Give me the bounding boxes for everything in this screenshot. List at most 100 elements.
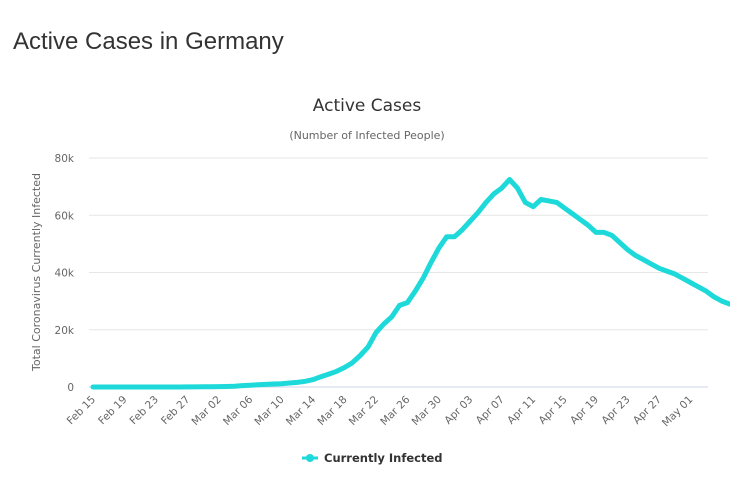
series-layer [90, 177, 730, 390]
chart-subtitle: (Number of Infected People) [289, 129, 444, 142]
data-point[interactable] [326, 371, 332, 377]
x-tick-label: Apr 11 [505, 394, 538, 427]
data-point[interactable] [232, 383, 238, 389]
data-point[interactable] [585, 222, 591, 228]
data-point[interactable] [106, 384, 112, 390]
data-point[interactable] [247, 382, 253, 388]
x-tick-label: Apr 15 [537, 394, 570, 427]
data-point[interactable] [349, 360, 355, 366]
data-point[interactable] [711, 294, 717, 300]
data-point[interactable] [177, 384, 183, 390]
data-point[interactable] [687, 280, 693, 286]
data-point[interactable] [491, 191, 497, 197]
data-point[interactable] [719, 298, 725, 304]
data-point[interactable] [648, 261, 654, 267]
data-point[interactable] [672, 271, 678, 277]
data-point[interactable] [98, 384, 104, 390]
data-point[interactable] [507, 177, 513, 183]
data-point[interactable] [522, 199, 528, 205]
data-point[interactable] [184, 384, 190, 390]
data-point[interactable] [224, 384, 230, 390]
data-point[interactable] [294, 379, 300, 385]
data-point[interactable] [546, 198, 552, 204]
data-point[interactable] [271, 381, 277, 387]
data-point[interactable] [334, 368, 340, 374]
data-point[interactable] [420, 275, 426, 281]
data-point[interactable] [129, 384, 135, 390]
x-tick-label: Feb 15 [65, 394, 98, 427]
data-point[interactable] [656, 265, 662, 271]
data-point[interactable] [554, 199, 560, 205]
data-point[interactable] [239, 383, 245, 389]
data-point[interactable] [428, 260, 434, 266]
data-point[interactable] [538, 197, 544, 203]
data-point[interactable] [617, 239, 623, 245]
legend[interactable]: Currently Infected [302, 451, 443, 465]
data-point[interactable] [475, 209, 481, 215]
data-point[interactable] [255, 382, 261, 388]
data-point[interactable] [302, 378, 308, 384]
data-point[interactable] [640, 257, 646, 263]
data-point[interactable] [562, 205, 568, 211]
data-point[interactable] [452, 234, 458, 240]
data-point[interactable] [342, 365, 348, 371]
data-point[interactable] [570, 211, 576, 217]
data-point[interactable] [145, 384, 151, 390]
data-point[interactable] [593, 229, 599, 235]
data-point[interactable] [121, 384, 127, 390]
data-point[interactable] [365, 344, 371, 350]
data-point[interactable] [499, 185, 505, 191]
data-point[interactable] [632, 252, 638, 258]
data-point[interactable] [208, 384, 214, 390]
data-point[interactable] [90, 384, 96, 390]
data-point[interactable] [601, 229, 607, 235]
y-tick-label: 60k [55, 210, 75, 222]
data-point[interactable] [381, 321, 387, 327]
data-point[interactable] [436, 245, 442, 251]
data-point[interactable] [577, 217, 583, 223]
data-point[interactable] [114, 384, 120, 390]
data-point[interactable] [137, 384, 143, 390]
legend-marker-icon [306, 454, 314, 462]
x-tick-label: Mar 10 [252, 394, 286, 428]
data-point[interactable] [467, 218, 473, 224]
data-point[interactable] [389, 314, 395, 320]
x-tick-label: Apr 07 [474, 394, 507, 427]
y-tick-label: 0 [67, 382, 74, 394]
series-line-currently-infected[interactable] [90, 177, 730, 390]
data-point[interactable] [153, 384, 159, 390]
data-point[interactable] [459, 227, 465, 233]
data-point[interactable] [530, 204, 536, 210]
legend-item-currently-infected[interactable]: Currently Infected [324, 451, 443, 465]
data-point[interactable] [483, 199, 489, 205]
data-point[interactable] [514, 185, 520, 191]
data-point[interactable] [192, 384, 198, 390]
data-point[interactable] [412, 288, 418, 294]
data-point[interactable] [263, 381, 269, 387]
data-point[interactable] [310, 377, 316, 383]
data-point[interactable] [404, 300, 410, 306]
x-tick-label: Mar 02 [190, 394, 224, 428]
x-tick-label: Feb 23 [128, 394, 161, 427]
data-point[interactable] [397, 302, 403, 308]
data-point[interactable] [625, 247, 631, 253]
data-point[interactable] [287, 380, 293, 386]
x-tick-label: Apr 19 [568, 394, 601, 427]
data-point[interactable] [318, 374, 324, 380]
data-point[interactable] [609, 232, 615, 238]
data-point[interactable] [444, 234, 450, 240]
chart-title: Active Cases [313, 96, 422, 116]
data-point[interactable] [373, 330, 379, 336]
data-point[interactable] [695, 284, 701, 290]
data-point[interactable] [200, 384, 206, 390]
data-point[interactable] [680, 275, 686, 281]
data-point[interactable] [703, 288, 709, 294]
data-point[interactable] [216, 384, 222, 390]
x-tick-label: Apr 27 [631, 394, 664, 427]
data-point[interactable] [161, 384, 167, 390]
data-point[interactable] [664, 268, 670, 274]
data-point[interactable] [169, 384, 175, 390]
data-point[interactable] [279, 381, 285, 387]
data-point[interactable] [357, 353, 363, 359]
